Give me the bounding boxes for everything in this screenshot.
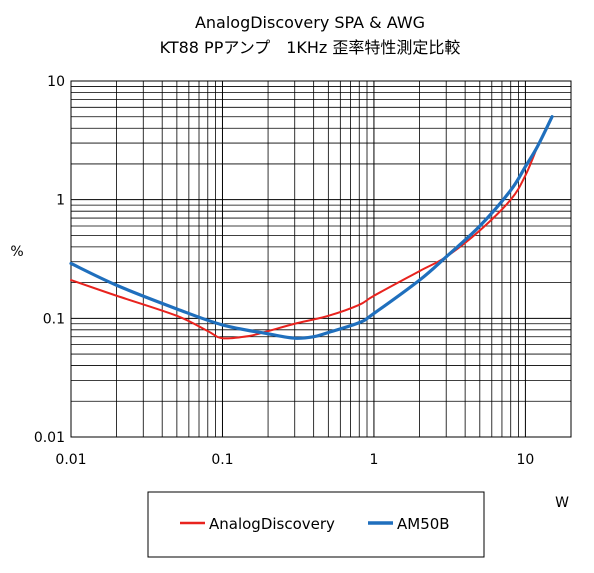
- legend-label-analogdiscovery: AnalogDiscovery: [209, 515, 335, 533]
- plot-grid: [70, 80, 572, 438]
- y-tick-label: 0.01: [34, 430, 65, 446]
- x-tick-label: 0.01: [55, 452, 86, 468]
- axis-ticks: 0.01 0.1 1 10 0.01 0.1 1 10: [34, 74, 534, 468]
- series-line-analogdiscovery: [70, 145, 539, 340]
- legend-label-am50b: AM50B: [397, 515, 450, 533]
- x-axis-label: W: [555, 495, 569, 511]
- y-tick-label: 0.1: [43, 311, 65, 327]
- y-tick-label: 10: [47, 74, 65, 90]
- chart-title-line-2: KT88 PPアンプ 1KHz 歪率特性測定比較: [160, 38, 461, 57]
- legend: AnalogDiscovery AM50B: [147, 491, 485, 558]
- legend-box: [147, 491, 485, 558]
- plot-area-border: [70, 80, 572, 438]
- x-tick-label: 1: [369, 452, 378, 468]
- chart-title-line-1: AnalogDiscovery SPA & AWG: [195, 13, 425, 32]
- y-axis-label: %: [10, 244, 23, 260]
- x-tick-label: 10: [516, 452, 534, 468]
- series-line-am50b: [69, 115, 554, 340]
- y-tick-label: 1: [56, 193, 65, 209]
- x-tick-label: 0.1: [211, 452, 233, 468]
- plot-series: [69, 115, 554, 340]
